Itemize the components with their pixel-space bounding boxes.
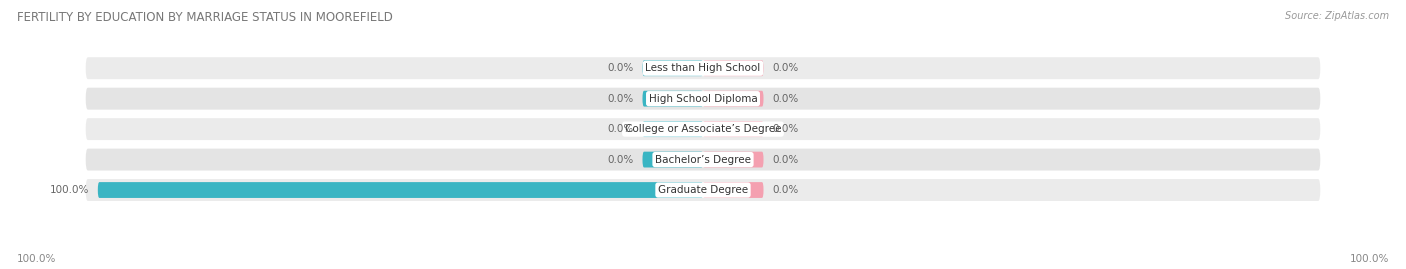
Text: 0.0%: 0.0%: [607, 124, 633, 134]
FancyBboxPatch shape: [98, 182, 703, 198]
FancyBboxPatch shape: [643, 91, 703, 107]
FancyBboxPatch shape: [643, 60, 703, 76]
Text: High School Diploma: High School Diploma: [648, 94, 758, 104]
Text: 0.0%: 0.0%: [773, 185, 799, 195]
Text: Bachelor’s Degree: Bachelor’s Degree: [655, 155, 751, 165]
FancyBboxPatch shape: [643, 152, 703, 168]
FancyBboxPatch shape: [86, 88, 1320, 110]
Text: 0.0%: 0.0%: [773, 155, 799, 165]
Legend: Married, Unmarried: Married, Unmarried: [617, 266, 789, 269]
FancyBboxPatch shape: [643, 121, 703, 137]
Text: Graduate Degree: Graduate Degree: [658, 185, 748, 195]
FancyBboxPatch shape: [86, 148, 1320, 171]
Text: 100.0%: 100.0%: [49, 185, 89, 195]
FancyBboxPatch shape: [703, 121, 763, 137]
FancyBboxPatch shape: [86, 179, 1320, 201]
Text: Source: ZipAtlas.com: Source: ZipAtlas.com: [1285, 11, 1389, 21]
FancyBboxPatch shape: [703, 152, 763, 168]
Text: 0.0%: 0.0%: [773, 124, 799, 134]
FancyBboxPatch shape: [86, 118, 1320, 140]
Text: 100.0%: 100.0%: [17, 254, 56, 264]
FancyBboxPatch shape: [703, 182, 763, 198]
Text: 0.0%: 0.0%: [607, 155, 633, 165]
Text: College or Associate’s Degree: College or Associate’s Degree: [624, 124, 782, 134]
Text: 0.0%: 0.0%: [607, 94, 633, 104]
FancyBboxPatch shape: [703, 91, 763, 107]
Text: FERTILITY BY EDUCATION BY MARRIAGE STATUS IN MOOREFIELD: FERTILITY BY EDUCATION BY MARRIAGE STATU…: [17, 11, 392, 24]
Text: 0.0%: 0.0%: [607, 63, 633, 73]
FancyBboxPatch shape: [703, 60, 763, 76]
Text: 0.0%: 0.0%: [773, 63, 799, 73]
Text: 100.0%: 100.0%: [1350, 254, 1389, 264]
Text: Less than High School: Less than High School: [645, 63, 761, 73]
FancyBboxPatch shape: [86, 57, 1320, 79]
Text: 0.0%: 0.0%: [773, 94, 799, 104]
